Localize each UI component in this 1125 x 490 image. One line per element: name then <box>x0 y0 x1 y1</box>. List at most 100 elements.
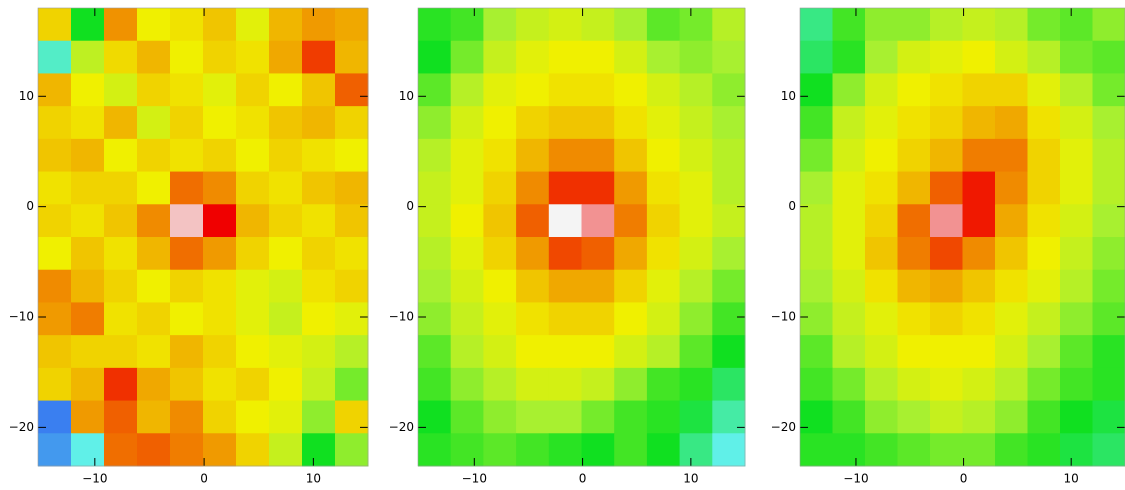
heatmap-cell <box>38 335 72 369</box>
heatmap-cell <box>832 237 866 271</box>
heatmap-cell <box>1060 367 1093 402</box>
heatmap-cell <box>483 367 517 402</box>
heatmap-cell <box>450 237 484 271</box>
heatmap-cell <box>930 8 963 42</box>
heatmap-cell <box>930 367 963 402</box>
heatmap-cell <box>450 138 484 173</box>
heatmap-cell <box>302 269 336 303</box>
heatmap-cell <box>995 171 1028 205</box>
heatmap-cell <box>800 302 833 336</box>
heatmap-cell <box>335 138 369 173</box>
heatmap-cell <box>832 367 866 402</box>
heatmap-cell <box>581 237 615 271</box>
heatmap-cell <box>800 367 833 402</box>
heatmap-cell <box>800 433 833 467</box>
y-tick-label: 10 <box>781 89 796 103</box>
heatmap-cell <box>203 237 237 271</box>
heatmap-cell <box>679 40 713 74</box>
heatmap-cell <box>104 171 138 205</box>
heatmap-cell <box>236 40 270 74</box>
heatmap-cell <box>865 269 898 303</box>
heatmap-cell <box>302 171 336 205</box>
heatmap-cell <box>1092 302 1125 336</box>
heatmap-cell <box>236 400 270 434</box>
heatmap-cell <box>203 335 237 369</box>
heatmap-cell <box>679 302 713 336</box>
heatmap-cell <box>995 433 1028 467</box>
heatmap-cell <box>1092 138 1125 173</box>
heatmap-cell <box>302 335 336 369</box>
heatmap-cell <box>203 204 237 238</box>
heatmap-cell <box>516 171 550 205</box>
heatmap-cell <box>236 433 270 467</box>
heatmap-cell <box>203 8 237 42</box>
heatmap-cell <box>302 106 336 140</box>
heatmap-cell <box>897 335 931 369</box>
heatmap-cell <box>865 73 898 107</box>
heatmap-cell <box>302 400 336 434</box>
heatmap-cell <box>832 302 866 336</box>
heatmap-cell <box>418 106 452 140</box>
heatmap-cell <box>38 302 72 336</box>
heatmap-cell <box>548 335 582 369</box>
heatmap-cell <box>865 204 898 238</box>
heatmap-cell <box>104 73 138 107</box>
heatmap-cell <box>236 171 270 205</box>
heatmap-cell <box>335 40 369 74</box>
heatmap-cell <box>995 40 1028 74</box>
heatmap-cell <box>1060 73 1093 107</box>
heatmap-cell <box>71 106 105 140</box>
heatmap-cell <box>104 269 138 303</box>
heatmap-cell <box>897 302 931 336</box>
heatmap-cell <box>646 269 681 303</box>
heatmap-cell <box>800 138 833 173</box>
heatmap-cell <box>170 204 204 238</box>
heatmap-cell <box>1027 302 1061 336</box>
heatmap-cell <box>1060 433 1093 467</box>
heatmap-cell <box>38 40 72 74</box>
heatmap-cell <box>203 269 237 303</box>
heatmap-cell <box>800 335 833 369</box>
heatmap-cell <box>137 269 171 303</box>
axes-frame <box>37 7 369 467</box>
heatmap-cell <box>1092 40 1125 74</box>
x-tick-label: 0 <box>960 472 968 486</box>
heatmap-cell <box>548 367 582 402</box>
heatmap-cell <box>418 40 452 74</box>
heatmap-cell <box>104 367 138 402</box>
x-tick-label: 0 <box>200 472 208 486</box>
heatmap-cell <box>450 302 484 336</box>
heatmap-cell <box>646 367 681 402</box>
heatmap-cell <box>1027 106 1061 140</box>
heatmap-cell <box>995 8 1028 42</box>
heatmap-cell <box>614 269 648 303</box>
y-tick-label: −20 <box>771 420 796 434</box>
heatmap-cell <box>548 400 582 434</box>
heatmap-cell <box>930 204 963 238</box>
heatmap-cell <box>679 367 713 402</box>
heatmap-cell <box>302 302 336 336</box>
heatmap-cell <box>302 433 336 467</box>
heatmap-cell <box>995 237 1028 271</box>
heatmap-cell <box>269 269 303 303</box>
y-tick-label: −10 <box>389 310 414 324</box>
heatmap-cell <box>418 302 452 336</box>
heatmap-cell <box>137 40 171 74</box>
heatmap-cell <box>962 171 996 205</box>
heatmap-cell <box>483 433 517 467</box>
heatmap-cell <box>137 335 171 369</box>
heatmap-cell <box>865 335 898 369</box>
heatmap-cell <box>170 171 204 205</box>
heatmap-cell <box>646 106 681 140</box>
heatmap-cell <box>104 204 138 238</box>
heatmap-cell <box>897 171 931 205</box>
heatmap-cell <box>104 8 138 42</box>
heatmap-cell <box>203 106 237 140</box>
heatmap-cell <box>930 269 963 303</box>
heatmap-cell <box>832 269 866 303</box>
heatmap-cell <box>170 138 204 173</box>
heatmap-cell <box>897 237 931 271</box>
heatmap-cell <box>712 269 746 303</box>
heatmap-cell <box>646 433 681 467</box>
heatmap-cell <box>800 237 833 271</box>
